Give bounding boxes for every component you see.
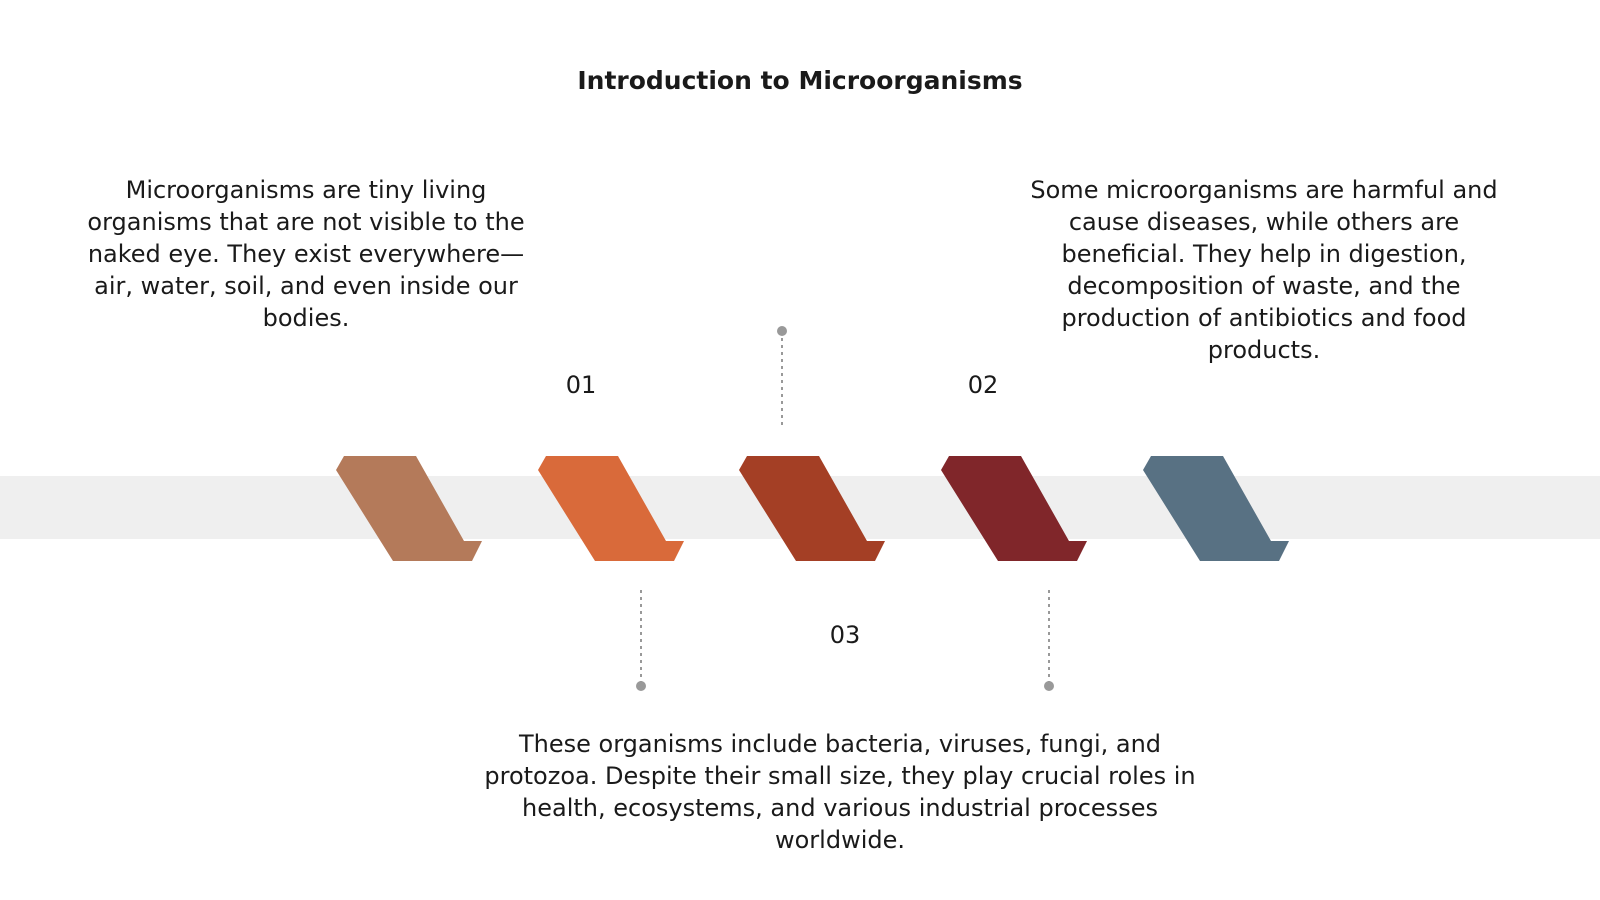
connector-dot <box>636 681 646 691</box>
chevron <box>336 456 482 561</box>
item-text: These organisms include bacteria, viruse… <box>484 730 1196 854</box>
chevron <box>739 456 885 561</box>
connector-dot <box>777 326 787 336</box>
item-number: 01 <box>565 371 597 399</box>
chevrons <box>336 456 1289 561</box>
item-text: Some microorganisms are harmful and caus… <box>1030 176 1498 364</box>
item-number: 03 <box>829 621 861 649</box>
item-text: Microorganisms are tiny living organisms… <box>87 176 525 332</box>
chevron <box>941 456 1087 561</box>
chevron <box>1143 456 1289 561</box>
connectors <box>640 331 1050 686</box>
connector-dot <box>1044 681 1054 691</box>
item-number: 02 <box>967 371 999 399</box>
title: Introduction to Microorganisms <box>577 66 1023 95</box>
chevron <box>538 456 684 561</box>
